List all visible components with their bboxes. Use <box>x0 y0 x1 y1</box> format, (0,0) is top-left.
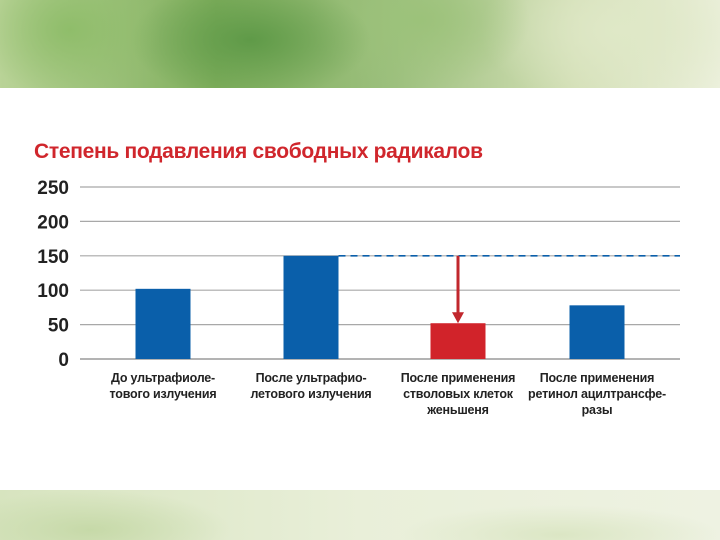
y-tick-label: 200 <box>37 212 69 233</box>
category-label-line: До ультрафиоле- <box>110 371 216 385</box>
category-label-line: После применения <box>400 371 516 385</box>
y-tick-label: 0 <box>58 350 69 371</box>
x-category-label: До ультрафиоле-тового излучения <box>93 370 233 402</box>
category-label-line: После применения <box>539 371 655 385</box>
y-tick-label: 150 <box>37 247 69 268</box>
category-label-line: После ультрафио- <box>255 371 367 385</box>
category-label-line: разы <box>581 403 613 417</box>
category-label-line: женьшеня <box>427 403 489 417</box>
category-label-line: ретинол ацилтрансфе- <box>528 387 666 401</box>
bar <box>283 255 339 359</box>
category-label-line: стволовых клеток <box>403 387 513 401</box>
y-tick-label: 250 <box>37 178 69 199</box>
category-label-line: тового излучения <box>109 387 217 401</box>
bar <box>430 323 486 359</box>
arrow-head <box>452 312 464 324</box>
bar <box>569 305 625 359</box>
bar <box>135 288 191 359</box>
y-tick-label: 50 <box>48 316 69 337</box>
x-category-label: После применения стволовых клеток женьшеня <box>388 370 528 418</box>
category-label-line: летового излучения <box>250 387 372 401</box>
footer-banner <box>0 490 720 540</box>
x-category-label: После применения ретинол ацилтрансфе-разы <box>527 370 667 418</box>
x-category-label: После ультрафио-летового излучения <box>241 370 381 402</box>
chart-title: Степень подавления свободных радикалов <box>34 140 483 163</box>
header-banner <box>0 0 720 88</box>
y-tick-label: 100 <box>37 281 69 302</box>
